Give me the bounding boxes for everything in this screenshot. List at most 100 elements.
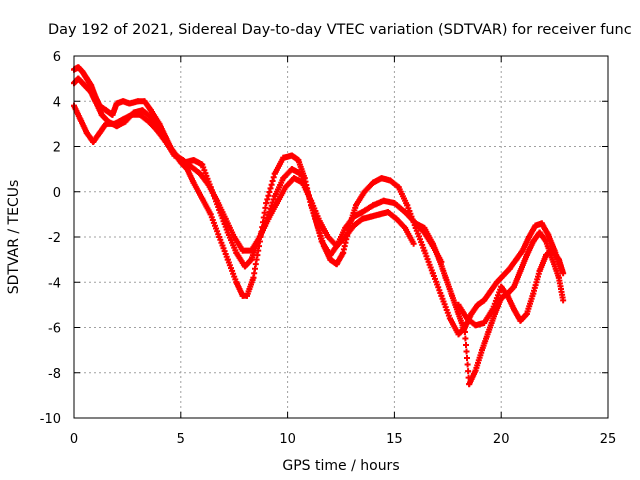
data-point [491, 310, 498, 317]
data-point [263, 200, 270, 207]
x-axis-label: GPS time / hours [282, 458, 399, 474]
data-point [506, 265, 513, 272]
data-point [233, 279, 240, 286]
y-tick-label: -10 [40, 412, 61, 427]
data-point [318, 238, 325, 245]
data-point [88, 82, 95, 89]
data-point [308, 197, 315, 204]
x-tick-label: 25 [600, 432, 617, 447]
data-point [342, 234, 349, 240]
data-point [359, 209, 366, 216]
data-point [295, 157, 302, 164]
data-point [291, 175, 298, 182]
data-point [333, 243, 340, 250]
data-point [536, 267, 543, 274]
y-tick-label: 2 [53, 141, 61, 156]
y-tick-label: -4 [48, 276, 61, 291]
data-point [288, 152, 295, 159]
data-point [549, 247, 556, 254]
data-point [103, 107, 110, 114]
data-point [530, 238, 537, 245]
data-point [464, 315, 471, 322]
data-point [231, 234, 238, 240]
data-point [325, 234, 332, 240]
data-point [299, 179, 306, 186]
grid [74, 56, 608, 418]
y-tick-label: 4 [53, 95, 61, 110]
data-point [438, 292, 445, 299]
data-point [256, 234, 263, 240]
data-point [455, 301, 462, 308]
data-point [340, 249, 347, 256]
data-point [446, 315, 453, 322]
data-point [280, 175, 287, 182]
data-point [517, 267, 524, 274]
series-track-a [71, 64, 565, 338]
data-point [120, 116, 127, 123]
data-point [410, 240, 417, 247]
data-point [81, 82, 88, 89]
data-point [543, 238, 550, 245]
data-point [500, 272, 507, 279]
data-point [555, 274, 562, 281]
y-tick-label: 6 [53, 50, 61, 65]
data-point [205, 181, 212, 188]
data-point [77, 116, 84, 123]
x-tick-label: 0 [70, 432, 78, 447]
data-point [525, 234, 532, 240]
data-point [421, 247, 428, 254]
data-point [145, 118, 152, 125]
data-point [327, 252, 334, 259]
data-point [96, 129, 103, 136]
data-point [90, 138, 97, 145]
data-point [359, 215, 366, 222]
data-point [393, 215, 400, 222]
data-point [549, 256, 556, 263]
data-point [271, 170, 278, 177]
data-point [560, 297, 567, 304]
data-point [370, 202, 377, 209]
data-point [498, 283, 505, 290]
data-point [378, 175, 385, 182]
data-point [282, 184, 289, 191]
x-tick-label: 10 [279, 432, 296, 447]
data-point [342, 224, 349, 231]
data-point [199, 195, 206, 202]
data-point [250, 274, 257, 281]
data-point [421, 224, 428, 231]
data-point [141, 98, 148, 105]
data-point [532, 222, 539, 229]
data-point [190, 179, 197, 186]
data-point [98, 111, 105, 118]
data-point [429, 240, 436, 247]
data-point [436, 256, 443, 263]
data-point [109, 111, 116, 118]
y-tick-label: -8 [48, 367, 61, 382]
data-point [190, 157, 197, 164]
data-point [75, 64, 82, 71]
data-point [472, 367, 479, 374]
data-point [449, 292, 456, 299]
data-point [395, 184, 402, 191]
data-point [543, 252, 550, 259]
data-point [83, 129, 90, 136]
data-point [472, 322, 479, 329]
data-point [162, 138, 169, 145]
data-point [139, 107, 146, 114]
data-point [128, 111, 135, 118]
y-tick-label: 0 [53, 186, 61, 201]
data-point [513, 256, 520, 263]
data-point [233, 249, 240, 256]
data-point [188, 163, 195, 170]
data-points [71, 64, 567, 388]
data-point [271, 193, 278, 200]
data-point [288, 166, 295, 173]
data-point [466, 381, 473, 388]
data-point [468, 310, 475, 317]
data-point [126, 100, 133, 107]
data-point [474, 301, 481, 308]
data-point [156, 120, 163, 127]
data-point [560, 270, 567, 277]
ticks: 0 5 10 15 20 25 -10 -8 -6 -4 -2 0 2 4 6 [40, 50, 617, 447]
